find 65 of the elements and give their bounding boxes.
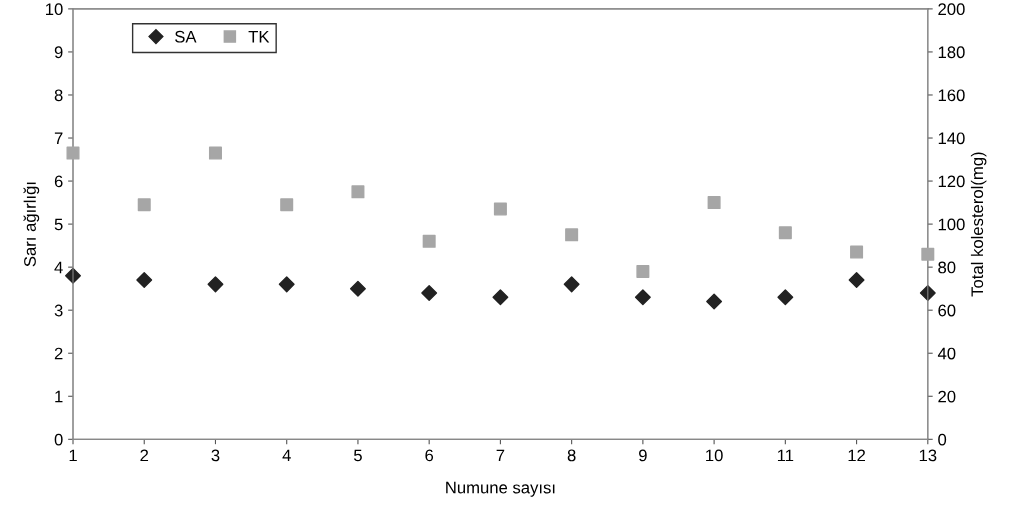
x-tick-label: 9 xyxy=(639,449,647,462)
x-tick-label: 4 xyxy=(282,449,291,462)
legend-label: SA xyxy=(175,30,197,43)
point xyxy=(634,289,651,306)
point xyxy=(563,276,580,293)
y2-tick-label: 200 xyxy=(938,3,965,16)
y-tick-label: 7 xyxy=(54,132,63,145)
y2-tick-label: 80 xyxy=(938,261,956,274)
point xyxy=(66,146,80,160)
point xyxy=(706,293,723,310)
y-tick-label: 4 xyxy=(54,261,63,274)
point xyxy=(137,198,151,212)
point xyxy=(848,272,865,289)
x-tick-label: 7 xyxy=(496,449,505,462)
y-tick-label: 10 xyxy=(46,3,63,16)
y2-tick-label: 160 xyxy=(938,89,965,102)
y-tick-label: 2 xyxy=(54,347,63,360)
y-tick-label: 1 xyxy=(55,390,63,403)
y-axis-title: Sarı ağırlığı xyxy=(23,182,40,267)
point xyxy=(850,245,864,259)
point xyxy=(351,185,365,199)
point xyxy=(422,234,436,248)
x-tick-label: 5 xyxy=(353,449,362,462)
y-tick-label: 8 xyxy=(54,89,63,102)
point xyxy=(636,264,650,278)
x-tick-label: 2 xyxy=(140,449,149,462)
point xyxy=(208,146,222,160)
point xyxy=(707,196,721,210)
point xyxy=(278,276,295,293)
x-tick-label: 11 xyxy=(777,449,794,462)
point xyxy=(921,247,935,261)
y-tick-label: 6 xyxy=(54,175,63,188)
y2-tick-label: 60 xyxy=(938,304,956,317)
point xyxy=(280,198,294,212)
point xyxy=(778,226,792,240)
point xyxy=(349,280,366,297)
x-tick-label: 10 xyxy=(706,449,723,462)
y2-tick-label: 40 xyxy=(937,347,956,360)
y-tick-label: 9 xyxy=(54,46,63,59)
point xyxy=(565,228,579,242)
y-tick-label: 3 xyxy=(54,304,63,317)
x-tick-label: 12 xyxy=(848,449,866,462)
point xyxy=(136,272,153,289)
y2-tick-label: 120 xyxy=(938,175,965,188)
point xyxy=(207,276,224,293)
y2-tick-label: 100 xyxy=(938,218,965,231)
x-tick-label: 3 xyxy=(211,449,220,462)
y2-tick-label: 0 xyxy=(938,433,947,446)
y2-tick-label: 20 xyxy=(938,390,956,403)
y2-tick-label: 140 xyxy=(938,132,965,145)
x-tick-label: 6 xyxy=(425,449,434,462)
point xyxy=(492,289,509,306)
point xyxy=(777,289,794,306)
y-tick-label: 0 xyxy=(54,433,63,446)
x-tick-label: 8 xyxy=(567,449,576,462)
x-tick-label: 13 xyxy=(919,449,937,462)
legend-label: TK xyxy=(248,30,270,43)
x-axis-title: Numune sayısı xyxy=(446,481,555,497)
y2-tick-label: 180 xyxy=(938,46,965,59)
y2-axis-title: Total kolesterol(mg) xyxy=(970,152,987,297)
point xyxy=(421,284,438,301)
point xyxy=(493,202,507,216)
y-tick-label: 5 xyxy=(54,218,63,231)
point xyxy=(919,284,936,301)
x-tick-label: 1 xyxy=(69,449,77,462)
